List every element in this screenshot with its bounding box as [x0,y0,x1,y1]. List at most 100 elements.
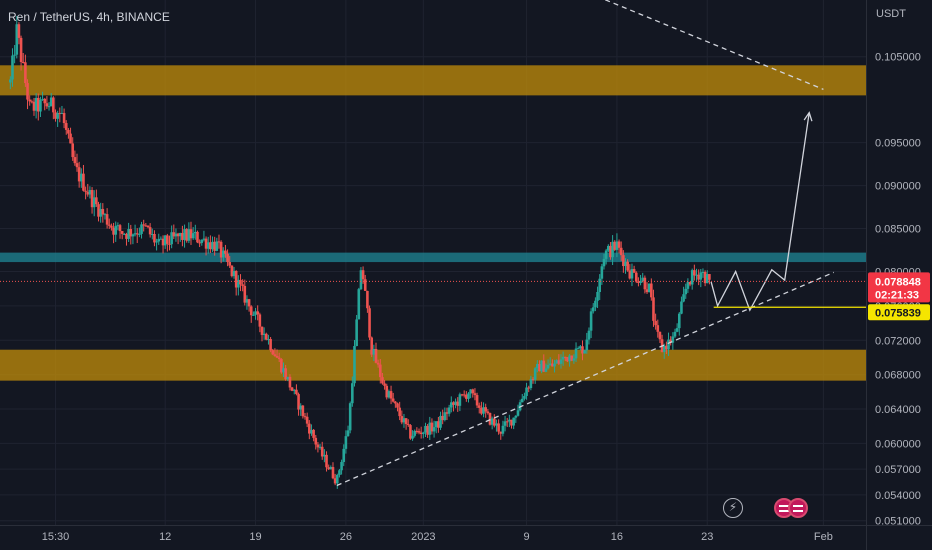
candle-body [333,478,337,484]
candle-body [170,232,173,245]
candle-body [47,106,51,108]
candle-body [148,227,152,235]
candle-body [611,241,614,258]
candle-body [60,113,64,115]
candle-body [566,357,569,362]
candle-body [28,99,31,102]
candle-body [189,229,193,239]
candle-body [370,337,373,355]
candle-body [351,383,354,404]
candle-body [301,405,305,417]
candle-body [185,229,189,241]
candle-body [654,320,657,326]
candle-body [114,226,118,235]
time-tick-label: 19 [249,531,261,543]
candle-body [58,112,62,114]
projection-path [710,112,810,312]
lightning-icon[interactable]: ⚡ [723,498,743,518]
candle-body [553,363,556,367]
candle-body [574,348,578,359]
candle-body [17,24,21,38]
candle-body [155,241,158,243]
candle-body [630,269,634,279]
time-tick-label: 15:30 [42,531,70,543]
candle-body [273,354,277,357]
candle-body [366,290,369,309]
time-tick-label: 16 [611,531,623,543]
price-tick-label: 0.064000 [875,404,921,416]
candle-body [594,300,597,308]
candle-body [150,234,154,236]
candle-body [585,339,589,351]
candle-body [267,339,270,341]
candle-body [105,214,109,225]
candle-body [187,229,191,241]
candle-body [320,446,324,457]
price-tick-label: 0.057000 [875,464,921,476]
candle-body [303,416,307,418]
candle-body [138,233,141,235]
candle-body [325,454,328,468]
candle-body [376,362,380,365]
candle-body [45,103,49,107]
candle-body [695,274,698,276]
candle-body [477,405,481,408]
candle-body [353,345,356,384]
candle-body [9,79,12,83]
candle-body [232,270,236,277]
candle-body [368,308,371,338]
candle-body [224,250,227,254]
candle-body [19,37,23,62]
candle-body [523,395,526,399]
price-tick-label: 0.072000 [875,335,921,347]
candle-body [469,389,472,394]
candle-body [191,233,195,239]
candle-body [275,356,279,358]
candle-body [555,360,558,364]
candle-body [295,389,298,395]
candle-body [557,360,561,364]
candle-body [52,97,55,113]
candle-body [146,225,150,228]
candle-body [495,423,498,426]
candle-body [488,413,492,425]
candle-body [241,284,244,286]
candle-body [178,232,182,237]
candle-body [348,403,352,431]
candle-body [475,395,479,406]
candle-body [391,398,395,402]
candle-body [271,350,275,355]
us-flag-icon[interactable] [788,498,808,518]
candle-body [559,359,563,364]
candle-body [619,247,623,256]
candle-body [310,429,313,434]
candle-body [252,314,255,316]
candle-body [381,377,384,384]
candle-body [77,167,81,182]
symbol-title: Ren / TetherUS, 4h, BINANCE [8,10,170,24]
candle-body [396,403,399,408]
candle-body [497,423,500,432]
time-tick-label: 2023 [411,531,435,543]
candle-body [318,446,322,448]
candle-body [546,364,550,369]
candle-body [568,355,571,362]
price-tick-label: 0.060000 [875,438,921,450]
candle-body [254,311,257,315]
candle-body [437,421,440,428]
candle-body [402,418,406,423]
candle-body [363,279,367,291]
candle-body [688,282,692,285]
time-tick-label: Feb [814,531,833,543]
candle-body [677,313,681,329]
candle-body [658,331,662,340]
candle-body [432,427,436,432]
candle-body [490,418,494,425]
candle-body [673,331,677,337]
candle-body [284,368,287,380]
candle-body [335,474,339,484]
candle-body [467,393,470,399]
candle-body [686,282,690,289]
candle-body [269,339,272,351]
